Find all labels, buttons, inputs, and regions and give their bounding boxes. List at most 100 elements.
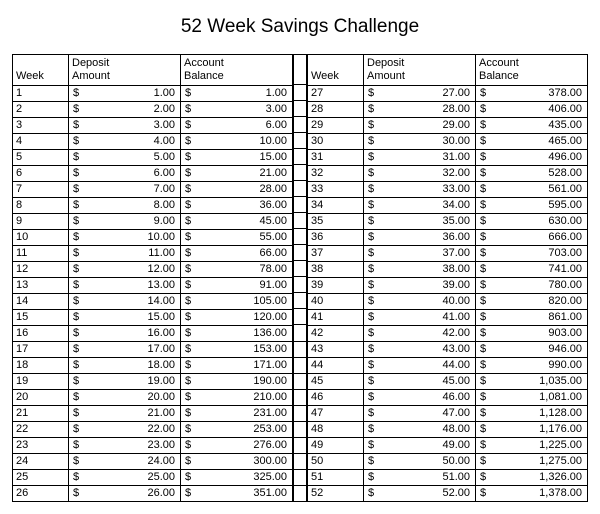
table-row: 24$24.00$300.00	[13, 454, 293, 470]
currency-symbol: $	[73, 343, 79, 356]
week-cell: 52	[308, 486, 364, 502]
money-cell: $351.00	[181, 486, 293, 502]
amount-value: 11.00	[72, 247, 177, 260]
week-cell: 39	[308, 278, 364, 294]
currency-symbol: $	[480, 87, 486, 100]
week-cell: 2	[13, 102, 69, 118]
amount-value: 24.00	[72, 455, 177, 468]
week-cell: 50	[308, 454, 364, 470]
amount-value: 561.00	[479, 183, 584, 196]
spacer-cell	[294, 101, 307, 117]
amount-value: 1,081.00	[479, 391, 584, 404]
money-cell: $39.00	[364, 278, 476, 294]
spacer-row	[294, 405, 307, 421]
week-cell: 51	[308, 470, 364, 486]
money-cell: $300.00	[181, 454, 293, 470]
table-row: 34$34.00$595.00	[308, 198, 588, 214]
currency-symbol: $	[480, 311, 486, 324]
amount-value: 47.00	[367, 407, 472, 420]
money-cell: $20.00	[69, 390, 181, 406]
table-row: 44$44.00$990.00	[308, 358, 588, 374]
money-cell: $38.00	[364, 262, 476, 278]
spacer-row	[294, 197, 307, 213]
money-cell: $3.00	[69, 118, 181, 134]
currency-symbol: $	[480, 487, 486, 500]
money-cell: $23.00	[69, 438, 181, 454]
week-cell: 44	[308, 358, 364, 374]
money-cell: $861.00	[476, 310, 588, 326]
savings-table-left: Week DepositAmount AccountBalance 1$1.00…	[12, 54, 293, 502]
money-cell: $22.00	[69, 422, 181, 438]
table-row: 19$19.00$190.00	[13, 374, 293, 390]
week-cell: 9	[13, 214, 69, 230]
table-row: 23$23.00$276.00	[13, 438, 293, 454]
spacer-row	[294, 85, 307, 101]
currency-symbol: $	[480, 327, 486, 340]
table-row: 29$29.00$435.00	[308, 118, 588, 134]
money-cell: $36.00	[364, 230, 476, 246]
spacer-row	[294, 325, 307, 341]
amount-value: 10.00	[72, 231, 177, 244]
money-cell: $741.00	[476, 262, 588, 278]
week-cell: 37	[308, 246, 364, 262]
currency-symbol: $	[185, 279, 191, 292]
header-deposit: DepositAmount	[69, 55, 181, 86]
currency-symbol: $	[73, 311, 79, 324]
money-cell: $51.00	[364, 470, 476, 486]
currency-symbol: $	[73, 407, 79, 420]
amount-value: 1,326.00	[479, 471, 584, 484]
currency-symbol: $	[480, 151, 486, 164]
money-cell: $13.00	[69, 278, 181, 294]
week-cell: 34	[308, 198, 364, 214]
spacer-cell	[294, 421, 307, 437]
amount-value: 5.00	[72, 151, 177, 164]
money-cell: $28.00	[181, 182, 293, 198]
money-cell: $903.00	[476, 326, 588, 342]
week-cell: 17	[13, 342, 69, 358]
table-row: 27$27.00$378.00	[308, 86, 588, 102]
week-cell: 15	[13, 310, 69, 326]
money-cell: $190.00	[181, 374, 293, 390]
money-cell: $45.00	[364, 374, 476, 390]
table-row: 17$17.00$153.00	[13, 342, 293, 358]
currency-symbol: $	[185, 167, 191, 180]
money-cell: $1.00	[69, 86, 181, 102]
week-cell: 21	[13, 406, 69, 422]
amount-value: 27.00	[367, 87, 472, 100]
money-cell: $30.00	[364, 134, 476, 150]
money-cell: $1,225.00	[476, 438, 588, 454]
week-cell: 28	[308, 102, 364, 118]
amount-value: 18.00	[72, 359, 177, 372]
money-cell: $6.00	[181, 118, 293, 134]
spacer-cell	[294, 469, 307, 485]
amount-value: 231.00	[184, 407, 289, 420]
money-cell: $15.00	[69, 310, 181, 326]
amount-value: 1,176.00	[479, 423, 584, 436]
money-cell: $41.00	[364, 310, 476, 326]
header-balance: AccountBalance	[181, 55, 293, 86]
table-row: 20$20.00$210.00	[13, 390, 293, 406]
currency-symbol: $	[73, 151, 79, 164]
money-cell: $4.00	[69, 134, 181, 150]
amount-value: 4.00	[72, 135, 177, 148]
currency-symbol: $	[185, 183, 191, 196]
amount-value: 16.00	[72, 327, 177, 340]
money-cell: $17.00	[69, 342, 181, 358]
table-row: 9$9.00$45.00	[13, 214, 293, 230]
currency-symbol: $	[185, 199, 191, 212]
amount-value: 28.00	[184, 183, 289, 196]
week-cell: 3	[13, 118, 69, 134]
spacer-cell	[294, 181, 307, 197]
money-cell: $253.00	[181, 422, 293, 438]
spacer-row	[294, 117, 307, 133]
currency-symbol: $	[480, 119, 486, 132]
money-cell: $31.00	[364, 150, 476, 166]
spacer-cell	[294, 261, 307, 277]
table-row: 13$13.00$91.00	[13, 278, 293, 294]
currency-symbol: $	[73, 167, 79, 180]
currency-symbol: $	[480, 135, 486, 148]
savings-table-right: Week DepositAmount AccountBalance 27$27.…	[307, 54, 588, 502]
amount-value: 39.00	[367, 279, 472, 292]
currency-symbol: $	[368, 247, 374, 260]
currency-symbol: $	[480, 439, 486, 452]
